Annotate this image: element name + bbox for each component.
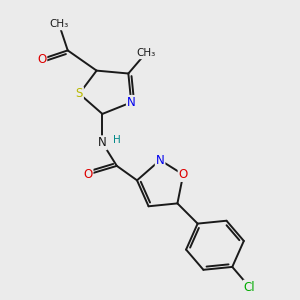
Text: H: H bbox=[113, 136, 121, 146]
Text: O: O bbox=[83, 168, 93, 181]
Text: N: N bbox=[98, 136, 107, 149]
Text: CH₃: CH₃ bbox=[50, 20, 69, 29]
Text: Cl: Cl bbox=[244, 280, 255, 294]
Text: CH₃: CH₃ bbox=[136, 48, 155, 58]
Text: S: S bbox=[76, 87, 83, 100]
Text: N: N bbox=[127, 96, 136, 109]
Text: N: N bbox=[156, 154, 164, 166]
Text: O: O bbox=[37, 52, 46, 66]
Text: O: O bbox=[178, 168, 188, 181]
